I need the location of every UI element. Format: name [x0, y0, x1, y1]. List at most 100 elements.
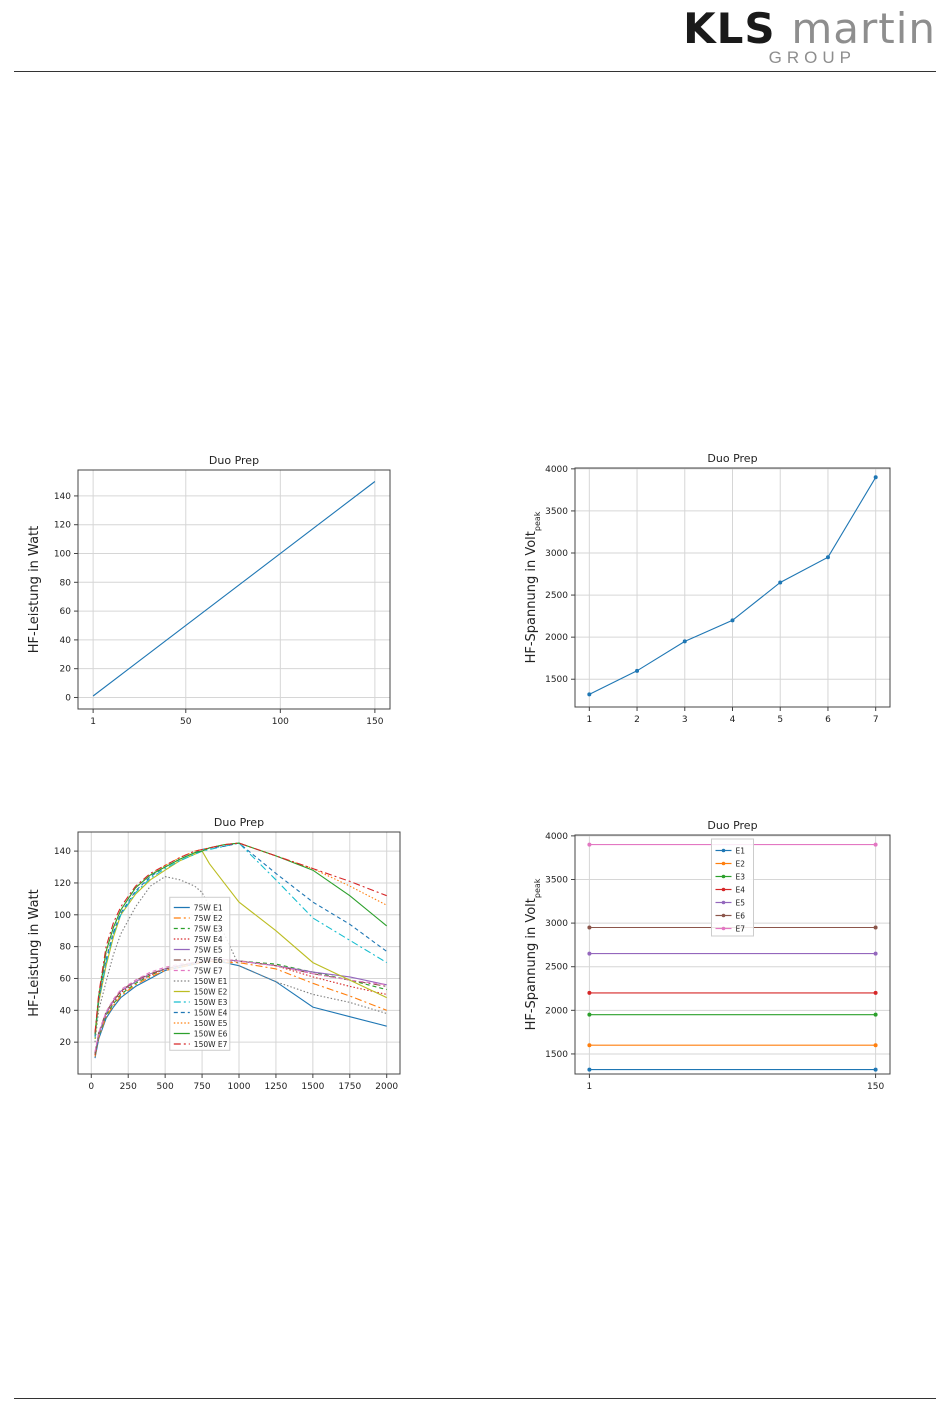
y-tick-label: 120 [54, 879, 71, 889]
x-tick-label: 500 [157, 1082, 174, 1092]
data-point [730, 618, 735, 623]
y-tick-label: 40 [60, 1006, 72, 1016]
y-tick-label: 40 [60, 636, 72, 646]
legend-label: 150W E7 [194, 1040, 228, 1049]
legend-label: E2 [736, 860, 746, 869]
legend-label: 75W E4 [194, 935, 223, 944]
data-point [587, 1043, 592, 1048]
legend-marker [721, 926, 726, 931]
data-point [873, 925, 878, 930]
x-tick-label: 750 [193, 1082, 210, 1092]
y-tick-label: 1500 [545, 675, 568, 685]
legend-label: E1 [736, 847, 746, 856]
y-axis-label: HF-Spannung in Voltpeak [524, 878, 542, 1030]
y-tick-label: 100 [54, 550, 71, 560]
legend-label: 150W E2 [194, 988, 228, 997]
y-tick-label: 1500 [545, 1050, 568, 1060]
x-tick-label: 1000 [228, 1082, 251, 1092]
y-tick-label: 120 [54, 521, 71, 531]
y-tick-label: 3500 [545, 507, 568, 517]
data-point [635, 668, 640, 673]
data-point [778, 580, 783, 585]
y-axis-label-sub: peak [533, 511, 542, 531]
chart-3-svg: 0 250 500 750 1000 1250 1500 1750 2000 20 40 60 80 10… [27, 816, 401, 1092]
x-tick-label: 2 [634, 715, 640, 725]
legend-label: 150W E1 [194, 977, 228, 986]
y-axis-label-sub: peak [533, 878, 542, 898]
chart-2-svg: 1 2 3 4 5 6 7 1500 2000 2500 3000 3500 4000 Duo Prep H… [524, 452, 891, 725]
y-tick-label: 20 [60, 1038, 72, 1048]
chart-power-setting: 1 50 100 150 0 20 40 60 80 100 120 140 Duo Prep HF-Le… [20, 445, 400, 730]
y-tick-label: 60 [60, 607, 72, 617]
data-point [873, 990, 878, 995]
data-point [825, 555, 830, 560]
logo-kls: KLS [683, 4, 776, 53]
legend-label: 75W E6 [194, 956, 223, 965]
series-line-1 [92, 481, 376, 697]
legend-box [711, 838, 754, 937]
data-point [873, 951, 878, 956]
y-tick-label: 3500 [545, 875, 568, 885]
data-point [587, 990, 592, 995]
x-tick-label: 50 [180, 717, 192, 727]
legend-label: 150W E5 [194, 1019, 228, 1028]
x-tick-label: 3 [682, 715, 688, 725]
legend-marker [721, 874, 726, 879]
x-tick-label: 1 [587, 1082, 593, 1092]
y-tick-label: 60 [60, 974, 72, 984]
x-tick-label: 1 [90, 717, 96, 727]
data-point [587, 842, 592, 847]
x-tick-label: 1750 [338, 1082, 361, 1092]
y-tick-label: 0 [65, 693, 71, 703]
legend-label: E7 [736, 925, 746, 934]
legend-label: E3 [736, 873, 746, 882]
logo-group: GROUP [768, 48, 856, 67]
legend-label: 75W E7 [194, 967, 223, 976]
chart-voltage-per-effect: 1 150 1500 2000 2500 3000 3500 4000 Duo Prep HF-S… [510, 812, 900, 1097]
series-line-8 [94, 876, 387, 1043]
y-tick-label: 2500 [545, 591, 568, 601]
data-point [873, 842, 878, 847]
data-point [587, 1012, 592, 1017]
y-tick-label: 4000 [545, 465, 568, 475]
x-tick-label: 100 [272, 717, 289, 727]
x-tick-label: 250 [120, 1082, 137, 1092]
legend-marker [721, 913, 726, 918]
x-tick-label: 1250 [264, 1082, 287, 1092]
chart-title: Duo Prep [214, 816, 264, 829]
chart-title: Duo Prep [209, 454, 259, 467]
legend-marker [721, 887, 726, 892]
footer-rule [14, 1398, 936, 1399]
series-line-6 [94, 958, 387, 1054]
series-line-10 [94, 842, 387, 1038]
y-tick-label: 140 [54, 492, 71, 502]
data-point [587, 951, 592, 956]
series-line-7 [94, 958, 387, 1052]
series-line-3 [94, 960, 387, 1056]
chart-title: Duo Prep [707, 452, 757, 465]
legend-label: 75W E5 [194, 946, 223, 955]
chart-4-svg: 1 150 1500 2000 2500 3000 3500 4000 Duo Prep HF-S… [524, 819, 891, 1092]
y-tick-label: 3000 [545, 549, 568, 559]
x-tick-label: 0 [88, 1082, 94, 1092]
x-tick-label: 150 [867, 1082, 884, 1092]
legend-label: 150W E6 [194, 1030, 228, 1039]
legend: E1 E2 E3 E4 E5 E6 E7 [711, 838, 754, 937]
legend-marker [721, 900, 726, 905]
legend-marker [721, 848, 726, 853]
legend-label: 75W E2 [194, 914, 223, 923]
legend-label: E5 [736, 899, 746, 908]
x-tick-label: 5 [777, 715, 783, 725]
x-tick-label: 150 [366, 717, 383, 727]
y-tick-label: 140 [54, 847, 71, 857]
y-tick-label: 2000 [545, 1006, 568, 1016]
plot-frame [574, 834, 891, 1075]
x-tick-label: 6 [825, 715, 831, 725]
series-line-12 [94, 842, 387, 1035]
y-axis-label: HF-Spannung in Voltpeak [524, 511, 542, 663]
x-tick-label: 1 [586, 715, 592, 725]
data-point [587, 692, 592, 697]
legend-label: 150W E4 [194, 1009, 228, 1018]
